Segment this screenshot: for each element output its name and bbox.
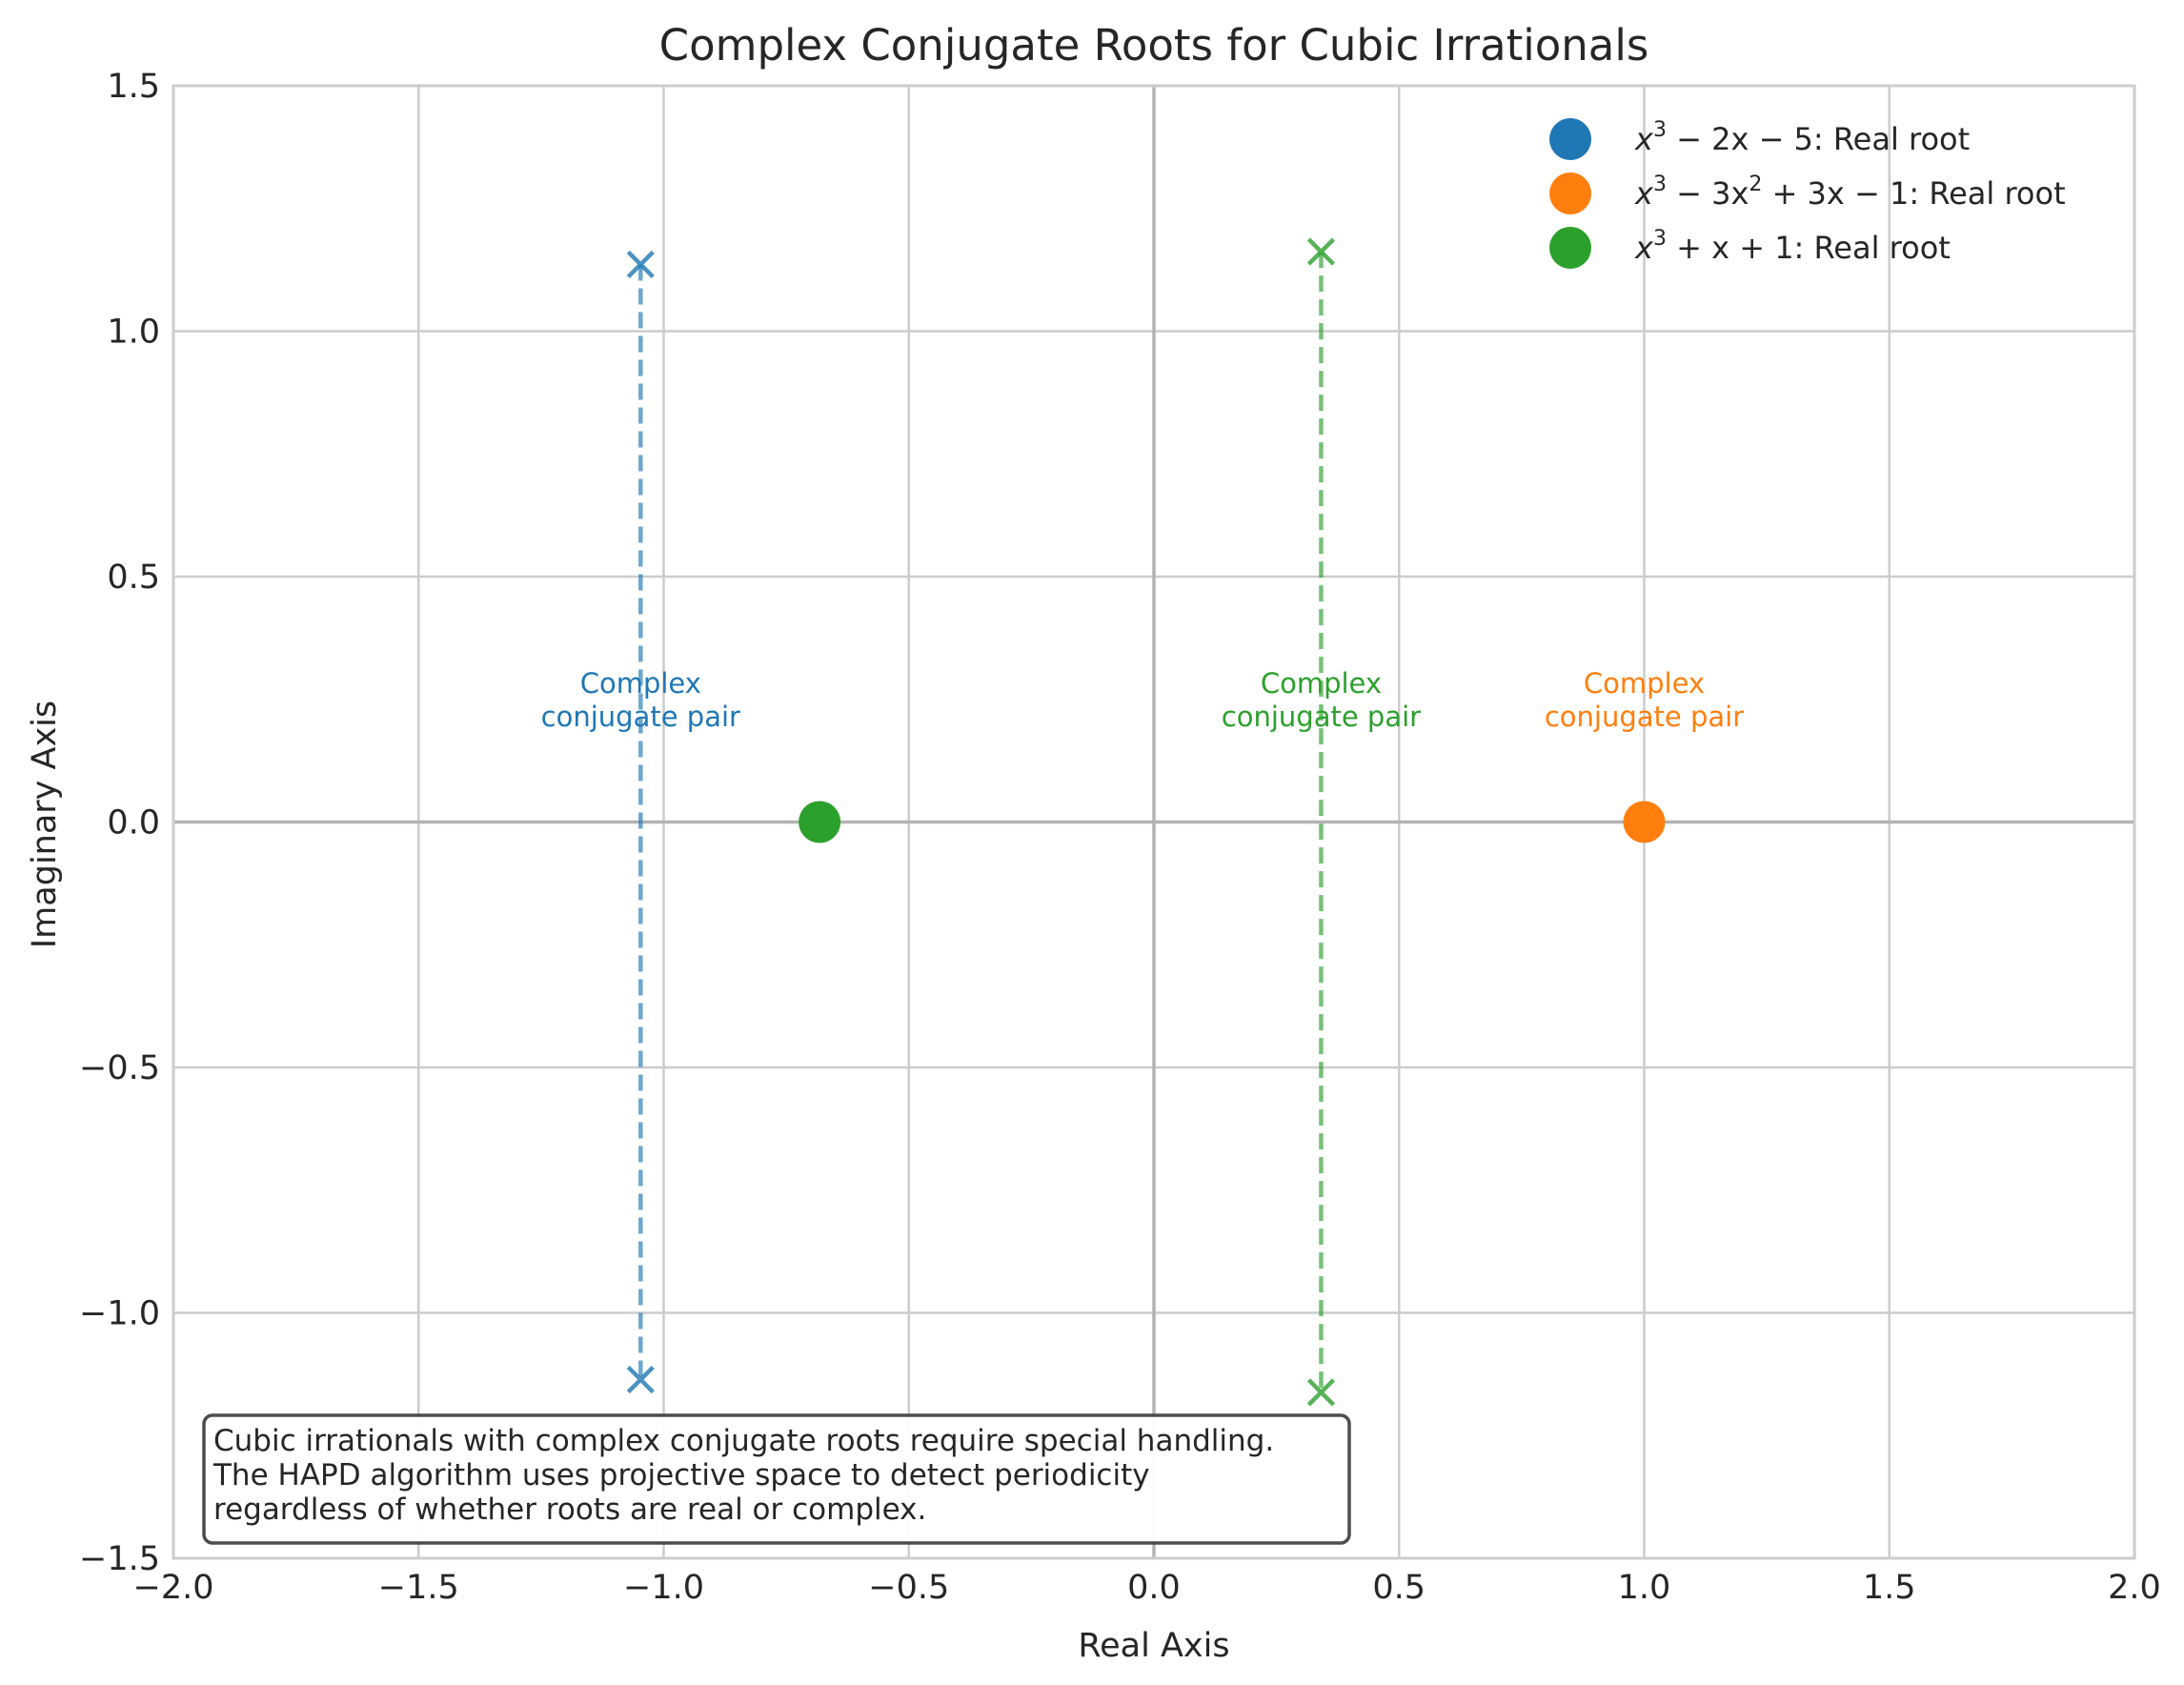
annotation-label: conjugate pair [1545, 700, 1744, 733]
real-root-point [799, 801, 841, 843]
annotation-label: Complex [580, 667, 701, 700]
y-tick-label: −0.5 [79, 1049, 160, 1087]
legend-item: x3 + x + 1: Real root [1549, 227, 1951, 269]
x-tick-label: 2.0 [2108, 1569, 2161, 1607]
y-tick-label: 0.0 [107, 804, 160, 842]
y-tick-label: −1.0 [79, 1295, 160, 1333]
annotation-label: Complex [1261, 667, 1382, 700]
complex-root-marker [626, 250, 655, 279]
complex-root-x-stroke [626, 250, 655, 279]
complex-root-marker [1306, 1378, 1336, 1407]
x-tick-label: −0.5 [868, 1569, 949, 1607]
annotation-label: conjugate pair [1222, 700, 1421, 733]
y-tick-label: −1.5 [79, 1540, 160, 1578]
legend-marker [1549, 227, 1591, 269]
x-axis-label: Real Axis [1078, 1627, 1229, 1665]
real-root-point [1623, 801, 1666, 843]
plot-frame [172, 84, 2136, 1560]
axis-tick-labels: −2.0 −1.5 −1.0 −0.5 0.0 0.5 1.0 1.5 2.0−1.5−1.0−… [79, 68, 2161, 1607]
legend: x3 − 2x − 5: Real root x3 − 3x2 + 3x − 1:… [1549, 118, 2066, 269]
y-tick-label: 0.5 [107, 558, 160, 597]
x-tick-label: −2.0 [133, 1569, 214, 1607]
legend-item: x3 − 3x2 + 3x − 1: Real root [1549, 173, 2066, 214]
legend-label: x3 + x + 1: Real root [1634, 227, 1951, 266]
note-box: Cubic irrationals with complex conjugate… [202, 1413, 1351, 1545]
y-axis-label: Imaginary Axis [26, 700, 64, 948]
y-tick-label: 1.5 [107, 68, 160, 106]
complex-root-x-stroke [1306, 1378, 1336, 1407]
annotation-label: conjugate pair [541, 700, 740, 733]
note-text-line: regardless of whether roots are real or … [213, 1492, 926, 1527]
note-text-line: The HAPD algorithm uses projective space… [212, 1458, 1150, 1492]
note-text-line: Cubic irrationals with complex conjugate… [213, 1424, 1274, 1458]
x-tick-label: 1.5 [1863, 1569, 1916, 1607]
legend-marker [1549, 173, 1591, 214]
x-tick-label: −1.0 [623, 1569, 704, 1607]
x-tick-label: 0.5 [1372, 1569, 1426, 1607]
annotation-label: Complex [1584, 667, 1705, 700]
complex-root-marker [626, 1365, 655, 1394]
legend-item: x3 − 2x − 5: Real root [1549, 118, 1970, 160]
legend-label: x3 − 3x2 + 3x − 1: Real root [1634, 173, 2066, 212]
zero-axis-lines [173, 86, 2134, 1558]
legend-marker [1549, 118, 1591, 160]
complex-root-x-stroke [1306, 237, 1336, 266]
complex-root-marker [1306, 237, 1336, 266]
x-tick-label: 0.0 [1127, 1569, 1181, 1607]
chart-title: Complex Conjugate Roots for Cubic Irrati… [659, 20, 1649, 71]
legend-label: x3 − 2x − 5: Real root [1634, 118, 1970, 157]
note-box-frame [202, 1413, 1351, 1545]
complex-root-x-stroke [626, 1365, 655, 1394]
x-tick-label: 1.0 [1618, 1569, 1671, 1607]
y-tick-label: 1.0 [107, 314, 160, 352]
x-tick-label: −1.5 [378, 1569, 459, 1607]
